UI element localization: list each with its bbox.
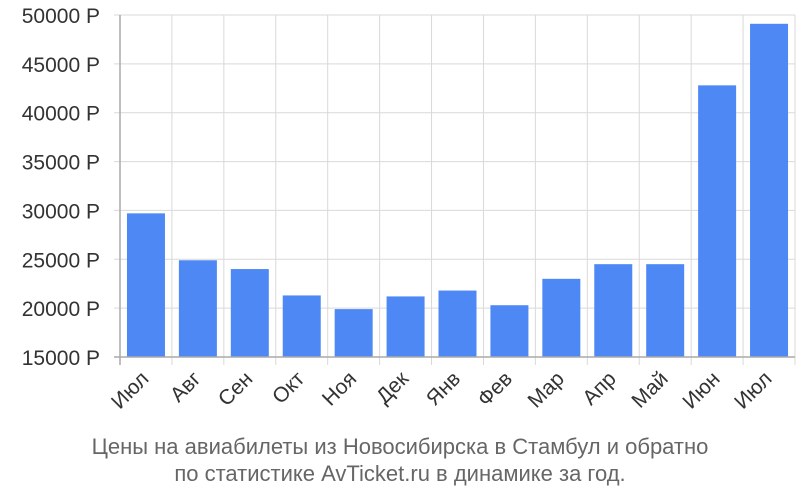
bar xyxy=(542,278,581,357)
x-tick-label: Дек xyxy=(372,367,414,409)
x-tick-label: Апр xyxy=(578,367,620,409)
x-tick-label: Янв xyxy=(422,367,465,410)
y-tick-label: 40000 Р xyxy=(22,103,100,126)
x-tick-label: Авг xyxy=(166,367,206,407)
axes xyxy=(114,15,795,365)
y-tick-label: 50000 Р xyxy=(22,5,100,28)
bar xyxy=(386,296,425,357)
bar xyxy=(178,260,217,357)
x-tick-label: Окт xyxy=(268,367,310,409)
bar xyxy=(230,269,269,357)
y-tick-label: 35000 Р xyxy=(22,152,100,175)
x-tick-label: Фев xyxy=(473,367,517,411)
bar xyxy=(490,305,529,357)
y-tick-labels: 15000 Р 20000 Р 25000 Р 30000 Р 35000 Р 40000… xyxy=(22,5,100,370)
x-tick-label: Сен xyxy=(214,367,257,410)
x-tick-labels: Июл Авг Сен Окт Ноя Дек Янв Фев Мар Апр Май Июн Июл xyxy=(107,367,776,414)
bar xyxy=(334,309,373,357)
bar xyxy=(126,213,165,357)
bar xyxy=(438,290,477,357)
bar xyxy=(646,264,685,357)
y-tick-label: 25000 Р xyxy=(22,249,100,272)
x-tick-label: Май xyxy=(627,367,672,412)
x-tick-label: Мар xyxy=(524,367,569,412)
chart-caption-line-2: по статистике AvTicket.ru в динамике за … xyxy=(174,461,626,486)
bars xyxy=(126,23,789,358)
bar xyxy=(282,295,321,357)
bar xyxy=(594,264,633,357)
bar xyxy=(750,23,789,358)
x-tick-label: Июл xyxy=(107,367,153,413)
chart-caption-line-1: Цены на авиабилеты из Новосибирска в Ста… xyxy=(91,434,709,459)
x-tick-label: Ноя xyxy=(318,367,361,410)
y-tick-label: 45000 Р xyxy=(22,54,100,77)
gridlines xyxy=(114,14,796,365)
x-tick-label: Июл xyxy=(730,367,776,413)
bar xyxy=(698,85,737,358)
x-tick-label: Июн xyxy=(678,367,724,413)
y-tick-label: 30000 Р xyxy=(22,200,100,223)
y-tick-label: 15000 Р xyxy=(22,347,100,370)
y-tick-label: 20000 Р xyxy=(22,298,100,321)
